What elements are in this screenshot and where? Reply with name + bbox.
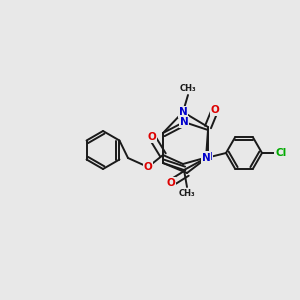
Text: N: N: [204, 152, 212, 162]
Text: Cl: Cl: [275, 148, 286, 158]
Text: N: N: [178, 107, 188, 117]
Text: O: O: [167, 178, 176, 188]
Text: O: O: [211, 105, 219, 115]
Text: CH₃: CH₃: [179, 189, 195, 198]
Text: N: N: [180, 117, 188, 127]
Text: O: O: [148, 132, 156, 142]
Text: N: N: [202, 153, 210, 163]
Text: CH₃: CH₃: [180, 84, 196, 93]
Text: O: O: [144, 162, 152, 172]
